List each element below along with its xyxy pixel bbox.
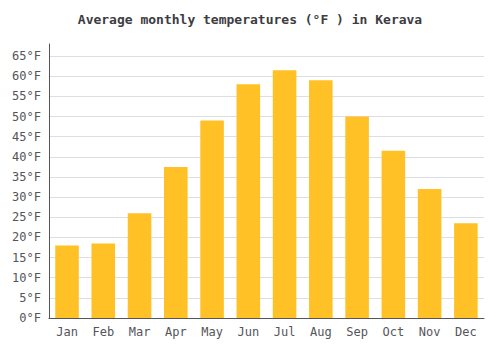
svg-text:10°F: 10°F xyxy=(12,271,41,285)
svg-text:55°F: 55°F xyxy=(12,89,41,103)
svg-text:Jul: Jul xyxy=(274,325,296,339)
svg-text:30°F: 30°F xyxy=(12,190,41,204)
svg-text:45°F: 45°F xyxy=(12,130,41,144)
svg-text:20°F: 20°F xyxy=(12,230,41,244)
svg-text:Apr: Apr xyxy=(165,325,187,339)
svg-text:25°F: 25°F xyxy=(12,210,41,224)
svg-text:Oct: Oct xyxy=(383,325,405,339)
svg-text:15°F: 15°F xyxy=(12,251,41,265)
svg-text:Dec: Dec xyxy=(455,325,477,339)
svg-text:60°F: 60°F xyxy=(12,69,41,83)
svg-text:Jun: Jun xyxy=(237,325,259,339)
svg-text:Feb: Feb xyxy=(92,325,114,339)
svg-text:35°F: 35°F xyxy=(12,170,41,184)
svg-text:Sep: Sep xyxy=(346,325,368,339)
svg-text:Jan: Jan xyxy=(56,325,78,339)
svg-text:Nov: Nov xyxy=(419,325,441,339)
svg-text:May: May xyxy=(201,325,223,339)
svg-text:65°F: 65°F xyxy=(12,49,41,63)
svg-text:40°F: 40°F xyxy=(12,150,41,164)
svg-text:Aug: Aug xyxy=(310,325,332,339)
svg-text:5°F: 5°F xyxy=(19,291,41,305)
svg-text:0°F: 0°F xyxy=(19,311,41,325)
svg-text:Average monthly temperatures (: Average monthly temperatures (°F ) in Ke… xyxy=(78,12,423,27)
svg-text:Mar: Mar xyxy=(129,325,151,339)
svg-text:50°F: 50°F xyxy=(12,110,41,124)
